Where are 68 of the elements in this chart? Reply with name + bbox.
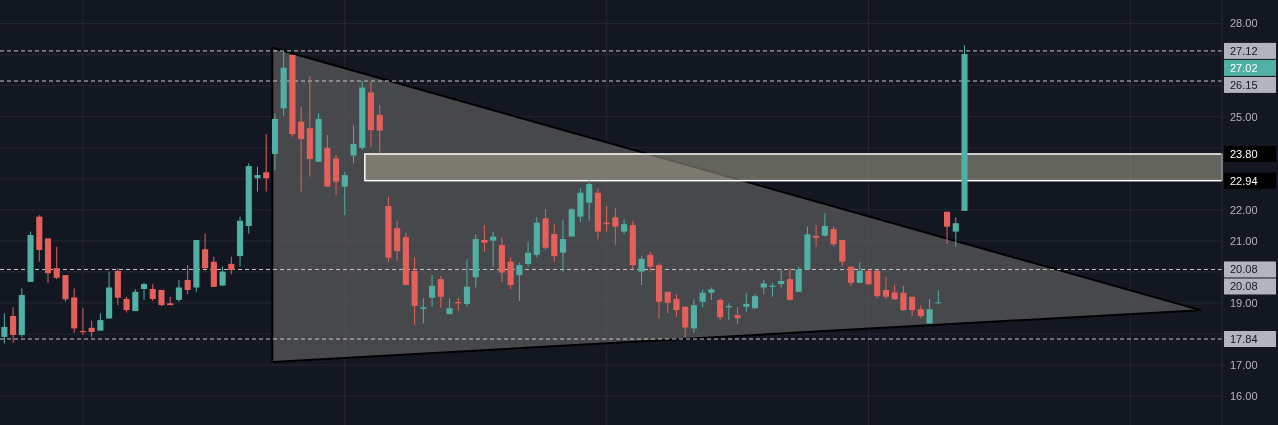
candlestick bbox=[926, 298, 933, 324]
y-tick-label: 17.00 bbox=[1230, 358, 1258, 371]
candlestick bbox=[551, 223, 558, 263]
y-tick-label: 21.00 bbox=[1230, 234, 1258, 247]
candlestick bbox=[10, 306, 17, 344]
candlestick bbox=[219, 266, 226, 287]
candlestick bbox=[463, 258, 471, 308]
candlestick bbox=[559, 219, 567, 273]
candlestick bbox=[621, 218, 628, 235]
text: 23.80 bbox=[1230, 147, 1258, 160]
candlestick bbox=[952, 216, 959, 248]
candlestick bbox=[673, 293, 680, 318]
candlestick bbox=[778, 268, 785, 288]
candlestick bbox=[699, 288, 706, 308]
candlestick bbox=[481, 224, 488, 253]
candlestick bbox=[786, 267, 793, 302]
candlestick bbox=[821, 212, 828, 238]
candlestick bbox=[647, 251, 654, 273]
ref-line-label: 20.08 bbox=[1230, 263, 1258, 276]
candlestick bbox=[333, 154, 340, 196]
candlestick bbox=[795, 266, 802, 293]
y-tick-label: 16.00 bbox=[1230, 389, 1258, 402]
candlestick bbox=[490, 231, 497, 268]
candlestick bbox=[743, 292, 750, 313]
candlestick bbox=[507, 256, 514, 290]
candlestick bbox=[935, 289, 942, 304]
candlestick bbox=[202, 232, 209, 272]
candlestick bbox=[682, 305, 689, 338]
candlestick bbox=[394, 220, 401, 262]
candlestick bbox=[254, 166, 261, 193]
y-tick-label: 19.00 bbox=[1230, 296, 1258, 309]
candlestick bbox=[690, 298, 697, 334]
candlestick bbox=[917, 304, 924, 319]
y-tick-label: 22.00 bbox=[1230, 203, 1258, 216]
candlestick bbox=[53, 246, 60, 280]
ref-line-label: 27.12 bbox=[1230, 44, 1258, 57]
ref-line-label: 26.15 bbox=[1230, 78, 1258, 91]
candlestick bbox=[298, 106, 305, 193]
candlestick bbox=[900, 285, 907, 312]
candlestick bbox=[429, 274, 436, 308]
candlestick bbox=[437, 275, 444, 309]
y-tick-label: 28.00 bbox=[1230, 17, 1258, 30]
candlestick bbox=[350, 124, 357, 164]
candlestick bbox=[516, 262, 523, 302]
candlestick bbox=[612, 207, 619, 246]
candlestick bbox=[586, 179, 593, 222]
candlestick bbox=[813, 224, 820, 248]
text: 20.08 bbox=[1230, 280, 1258, 293]
candlestick bbox=[525, 241, 532, 268]
candlestick bbox=[184, 264, 191, 295]
ref-line-label: 17.84 bbox=[1230, 332, 1258, 345]
band-label: 22.94 bbox=[1230, 174, 1258, 187]
candlestick bbox=[717, 297, 724, 321]
candlestick bbox=[839, 239, 846, 267]
text: 27.02 bbox=[1230, 61, 1258, 74]
y-tick-label: 25.00 bbox=[1230, 110, 1258, 123]
candlestick bbox=[341, 171, 348, 216]
candlestick bbox=[638, 255, 645, 286]
candlestick bbox=[140, 282, 148, 301]
candlestick bbox=[944, 211, 951, 245]
candlestick bbox=[882, 276, 890, 300]
candlestick bbox=[420, 297, 427, 324]
candlestick bbox=[577, 187, 584, 223]
candlestick bbox=[376, 104, 383, 154]
candlestick bbox=[175, 279, 182, 303]
candlestick bbox=[830, 226, 837, 248]
candlestick bbox=[263, 133, 270, 193]
candlestick bbox=[1, 312, 8, 344]
